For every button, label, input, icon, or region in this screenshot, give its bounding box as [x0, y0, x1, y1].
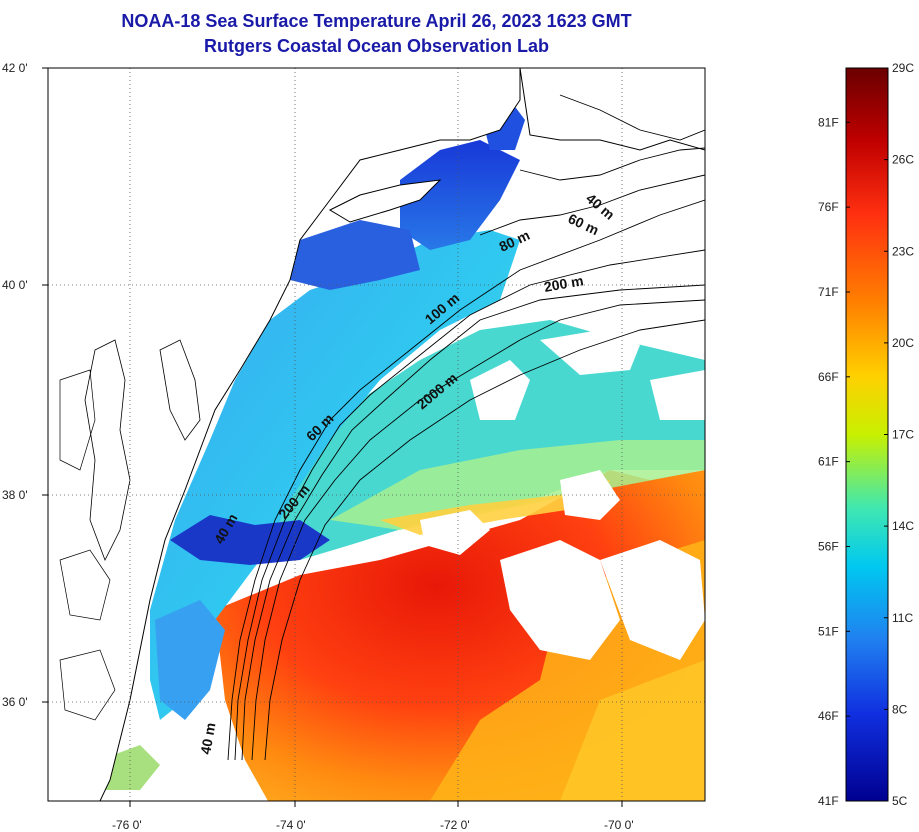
map-subtitle: Rutgers Coastal Ocean Observation Lab	[203, 36, 550, 56]
colorbar-celsius-label: 14C	[892, 519, 914, 533]
colorbar-celsius-label: 26C	[892, 153, 914, 167]
colorbar-celsius-label: 29C	[892, 61, 914, 75]
colorbar-celsius-label: 20C	[892, 336, 914, 350]
colorbar-fahrenheit-label: 51F	[818, 624, 839, 638]
map-title: NOAA-18 Sea Surface Temperature April 26…	[121, 11, 632, 31]
colorbar-celsius-label: 11C	[892, 611, 913, 625]
contour-label: 40 m	[197, 721, 218, 755]
colorbar-fahrenheit-label: 81F	[818, 115, 839, 129]
colorbar-fahrenheit-label: 41F	[818, 794, 839, 808]
colorbar-fahrenheit-label: 76F	[818, 200, 839, 214]
colorbar-scale	[845, 67, 889, 802]
lon-tick-label: -72 0'	[440, 818, 470, 832]
graticule	[48, 68, 705, 801]
lon-tick-label: -74 0'	[276, 818, 306, 832]
colorbar-fahrenheit-label: 66F	[818, 370, 839, 384]
colorbar-fahrenheit-label: 56F	[818, 539, 839, 553]
colorbar-fahrenheit-label: 46F	[818, 709, 839, 723]
lon-tick-label: -76 0'	[112, 818, 142, 832]
lat-tick-label: 36 0'	[2, 695, 28, 709]
colorbar-celsius-label: 5C	[892, 794, 908, 808]
lat-tick-label: 38 0'	[2, 488, 28, 502]
colorbar-fahrenheit-label: 61F	[818, 455, 839, 469]
lon-tick-label: -70 0'	[604, 818, 634, 832]
colorbar-celsius-label: 8C	[892, 702, 908, 716]
slope-water-region	[250, 320, 705, 560]
lat-tick-label: 42 0'	[2, 61, 28, 75]
map-frame	[47, 67, 706, 802]
colorbar-celsius-label: 17C	[892, 428, 914, 442]
colorbar-celsius-label: 23C	[892, 244, 914, 258]
lat-tick-label: 40 0'	[2, 278, 28, 292]
land-long-island	[328, 179, 442, 223]
contour-label: 200 m	[543, 272, 585, 295]
land-new-england	[519, 68, 705, 151]
land-mainland	[48, 68, 521, 801]
colorbar-fahrenheit-label: 71F	[818, 285, 839, 299]
bathymetry-contours	[227, 94, 705, 761]
